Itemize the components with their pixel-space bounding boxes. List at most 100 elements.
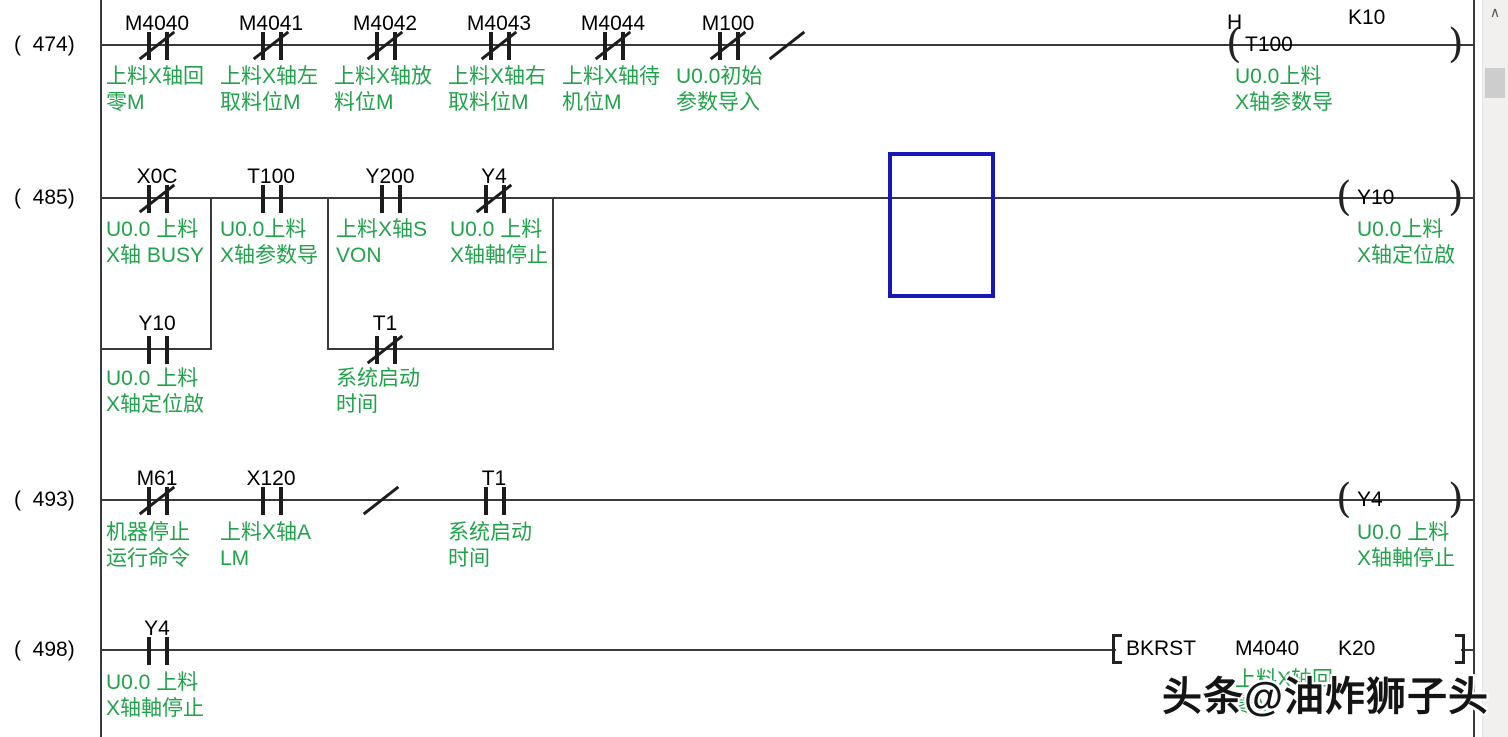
coil-open-paren: ( [1336, 174, 1352, 220]
contact-bar [375, 336, 379, 364]
contact-bar [279, 185, 283, 213]
instruction-op: BKRST [1126, 637, 1197, 660]
device-label: Y4 [481, 165, 507, 188]
device-comment: U0.0 上料 X轴軸停止 [106, 671, 205, 720]
contact-bar [261, 32, 265, 60]
device-label: M4042 [352, 12, 418, 35]
device-label: M61 [136, 467, 178, 490]
contact-bar [147, 32, 151, 60]
coil-open-paren: ( [1336, 476, 1352, 522]
vertical-scrollbar-track[interactable] [1482, 0, 1508, 737]
coil-name: T100 [1245, 33, 1293, 56]
contact-bar [507, 32, 511, 60]
coil-comment: U0.0上料 X轴参数导 [1235, 65, 1334, 114]
left-power-rail [100, 0, 102, 737]
device-comment: 上料X轴A LM [220, 521, 312, 570]
instruction-comment: 上料X轴回 零M [1235, 668, 1334, 717]
device-label: T1 [481, 467, 507, 490]
device-label: Y200 [365, 165, 415, 188]
device-comment: U0.0 上料 X轴定位啟 [106, 367, 205, 416]
coil-open-paren: ( [1226, 21, 1242, 67]
rung-number-498: ( 498) [14, 638, 75, 661]
rung-number-493: ( 493) [14, 488, 75, 511]
contact-bar [718, 32, 722, 60]
device-comment: 系统启动 时间 [448, 521, 532, 570]
contact-bar [603, 32, 607, 60]
branch-vertical-line [327, 197, 329, 350]
contact-bar [393, 32, 397, 60]
contact-bar [484, 185, 488, 213]
device-label: M4040 [124, 12, 190, 35]
device-comment: 上料X轴S VON [336, 218, 428, 267]
coil-close-paren: ) [1448, 174, 1464, 220]
instruction-operand1: M4040 [1235, 637, 1300, 660]
contact-bar [621, 32, 625, 60]
contact-bar [736, 32, 740, 60]
scrollbar-thumb[interactable] [1485, 68, 1505, 98]
contact-bar [502, 185, 506, 213]
coil-close-paren: ) [1448, 21, 1464, 67]
branch-vertical-line [210, 197, 212, 350]
coil-name: Y4 [1357, 488, 1383, 511]
rung-line [101, 499, 1473, 501]
coil-comment: U0.0上料 X轴定位啟 [1357, 218, 1456, 267]
rung-line [101, 649, 1116, 651]
device-label: M4043 [466, 12, 532, 35]
contact-bar [484, 487, 488, 515]
device-comment: U0.0 上料 X轴軸停止 [450, 218, 549, 267]
contact-bar [165, 32, 169, 60]
timer-base-label: H [1227, 11, 1243, 34]
instruction-operand2: K20 [1338, 637, 1376, 660]
contact-bar [261, 185, 265, 213]
contact-bar [147, 336, 151, 364]
device-label: T1 [372, 312, 398, 335]
device-label: X0C [136, 165, 178, 188]
contact-bar [380, 185, 384, 213]
device-comment: U0.0 上料 X轴 BUSY [106, 218, 205, 267]
contact-bar [502, 487, 506, 515]
coil-name: Y10 [1357, 186, 1395, 209]
device-comment: 系统启动 时间 [336, 367, 420, 416]
instruction-open-bracket [1112, 634, 1122, 664]
device-comment: 机器停止 运行命令 [106, 521, 190, 570]
device-label: M100 [701, 12, 755, 35]
scrollbar-up-icon[interactable]: ∧ [1489, 4, 1501, 20]
rung-number-474: ( 474) [14, 33, 75, 56]
contact-bar [279, 487, 283, 515]
device-label: T100 [247, 165, 295, 188]
contact-bar [147, 185, 151, 213]
device-comment: 上料X轴放 料位M [334, 65, 433, 114]
device-label: Y10 [138, 312, 176, 335]
rung-line [101, 197, 1473, 199]
contact-bar [147, 487, 151, 515]
branch-line [327, 348, 554, 350]
device-label: M4044 [580, 12, 646, 35]
branch-vertical-line [552, 197, 554, 350]
right-power-rail [1473, 0, 1475, 737]
contact-bar [489, 32, 493, 60]
coil-close-paren: ) [1448, 476, 1464, 522]
device-label: M4041 [238, 12, 304, 35]
instruction-close-bracket [1455, 634, 1465, 664]
device-label: Y4 [144, 617, 170, 640]
timer-constant: K10 [1348, 6, 1386, 29]
contact-bar [165, 487, 169, 515]
contact-bar [375, 32, 379, 60]
rung-line [1461, 649, 1473, 651]
coil-comment: U0.0 上料 X轴軸停止 [1357, 521, 1456, 570]
device-comment: 上料X轴左 取料位M [220, 65, 319, 114]
contact-bar [393, 336, 397, 364]
rung-number-485: ( 485) [14, 186, 75, 209]
contact-bar [165, 336, 169, 364]
contact-bar [279, 32, 283, 60]
contact-bar [261, 487, 265, 515]
device-label: X120 [246, 467, 296, 490]
selection-cursor[interactable] [888, 152, 995, 298]
contact-bar [398, 185, 402, 213]
contact-bar [147, 637, 151, 665]
contact-bar [165, 637, 169, 665]
device-comment: 上料X轴右 取料位M [448, 65, 547, 114]
contact-bar [165, 185, 169, 213]
device-comment: 上料X轴回 零M [106, 65, 205, 114]
